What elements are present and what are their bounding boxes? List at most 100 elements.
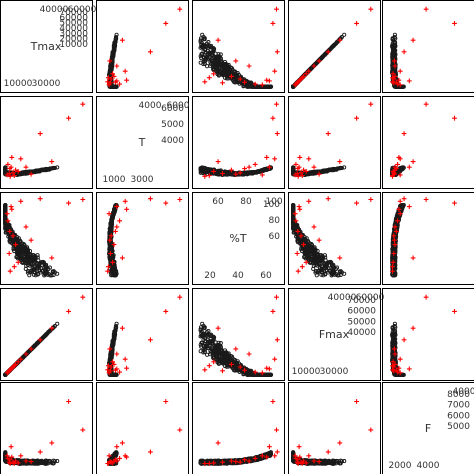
data-point [245, 84, 250, 89]
data-point [212, 46, 217, 51]
data-point [330, 44, 335, 49]
data-point [339, 35, 344, 40]
data-point [219, 60, 224, 65]
data-point [203, 50, 208, 55]
data-point-plus [117, 81, 122, 87]
data-point-plus [148, 49, 153, 55]
data-point [203, 48, 208, 53]
data-point-plus [215, 159, 221, 164]
variable-label: Tmax [30, 40, 62, 53]
data-point [112, 48, 117, 53]
data-point [217, 63, 222, 68]
data-point-plus [274, 49, 280, 55]
data-point [267, 84, 272, 89]
panel-frame [192, 0, 285, 93]
tick-label: 80 [269, 216, 281, 226]
data-point-plus [105, 79, 111, 85]
tick-label: 40 [232, 271, 244, 281]
panel-Tmax-vs-%T [192, 0, 285, 93]
panel-Tmax-vs-Fmax [288, 0, 381, 93]
data-point-plus [106, 75, 111, 81]
tick-label: 70000 [59, 8, 88, 18]
panel-frame [0, 0, 93, 93]
data-point-plus [264, 77, 270, 83]
data-point-plus [122, 68, 128, 74]
data-point-plus [111, 74, 117, 79]
data-point-plus [242, 166, 247, 171]
data-point-plus [28, 237, 34, 243]
data-point-plus [390, 75, 395, 81]
tick-label: 50000 [59, 19, 88, 29]
data-point [213, 68, 219, 74]
data-point [392, 32, 397, 37]
tick-label: 5000 [161, 120, 184, 130]
data-point-plus [274, 131, 280, 136]
data-point [391, 44, 396, 49]
data-point [334, 40, 340, 45]
data-point [231, 71, 237, 76]
tick-label: 40000 [59, 24, 88, 34]
data-point-plus [18, 156, 24, 162]
data-point-plus [106, 82, 112, 88]
data-point-plus [114, 63, 120, 69]
tick-label: 4000 [161, 136, 184, 146]
data-point-plus [246, 63, 252, 69]
tick-label: 4000 [139, 101, 162, 111]
data-point [214, 57, 219, 62]
data-point-plus [124, 206, 129, 212]
data-point-plus [306, 68, 312, 74]
data-point [203, 44, 208, 49]
panel-T-vs-F [382, 96, 474, 189]
data-point-plus [117, 218, 122, 224]
data-point [202, 59, 207, 64]
data-point [224, 61, 229, 67]
data-point-plus [354, 115, 359, 121]
tick-label: 10000 [59, 40, 88, 50]
data-point-plus [423, 6, 429, 12]
data-point [320, 54, 325, 59]
data-point-plus [6, 251, 12, 256]
variable-label: %T [229, 232, 246, 245]
data-point-plus [37, 131, 43, 136]
data-point-plus [401, 49, 407, 55]
panel-%T-vs-Fmax [288, 192, 381, 285]
data-point-plus [272, 156, 278, 162]
panel-T-vs-Fmax [288, 96, 381, 189]
data-point-plus [11, 264, 17, 270]
data-point-plus [423, 101, 429, 107]
panel-Tmax-vs-F [382, 0, 474, 93]
data-point [342, 32, 347, 37]
data-point [257, 84, 262, 89]
data-point [224, 64, 229, 69]
data-point-plus [120, 255, 125, 261]
data-point-plus [274, 101, 279, 107]
data-point-plus [80, 197, 86, 202]
data-point [199, 52, 204, 57]
data-point [236, 73, 242, 78]
data-point-plus [122, 198, 128, 204]
data-point [202, 61, 207, 66]
panel-%T-vs-T [96, 192, 189, 285]
panel-frame [288, 0, 381, 93]
data-point-plus [66, 200, 71, 206]
data-point-plus [410, 37, 416, 43]
tick-label: 80 [240, 197, 252, 207]
data-point [219, 59, 224, 64]
data-point-plus [177, 6, 183, 12]
tick-label: 20000 [59, 35, 88, 45]
data-point-plus [337, 159, 343, 164]
data-point-plus [270, 115, 276, 121]
data-point-plus [306, 156, 312, 162]
tick-label: 1000 [103, 175, 126, 185]
data-point [199, 56, 204, 61]
data-point-plus [325, 49, 331, 55]
data-point-plus [49, 159, 55, 164]
data-point [218, 52, 223, 57]
data-point-plus [252, 162, 258, 167]
data-point-plus [107, 58, 113, 64]
variable-label: T [138, 136, 146, 149]
data-point-plus [311, 164, 317, 170]
data-point-plus [233, 58, 239, 64]
